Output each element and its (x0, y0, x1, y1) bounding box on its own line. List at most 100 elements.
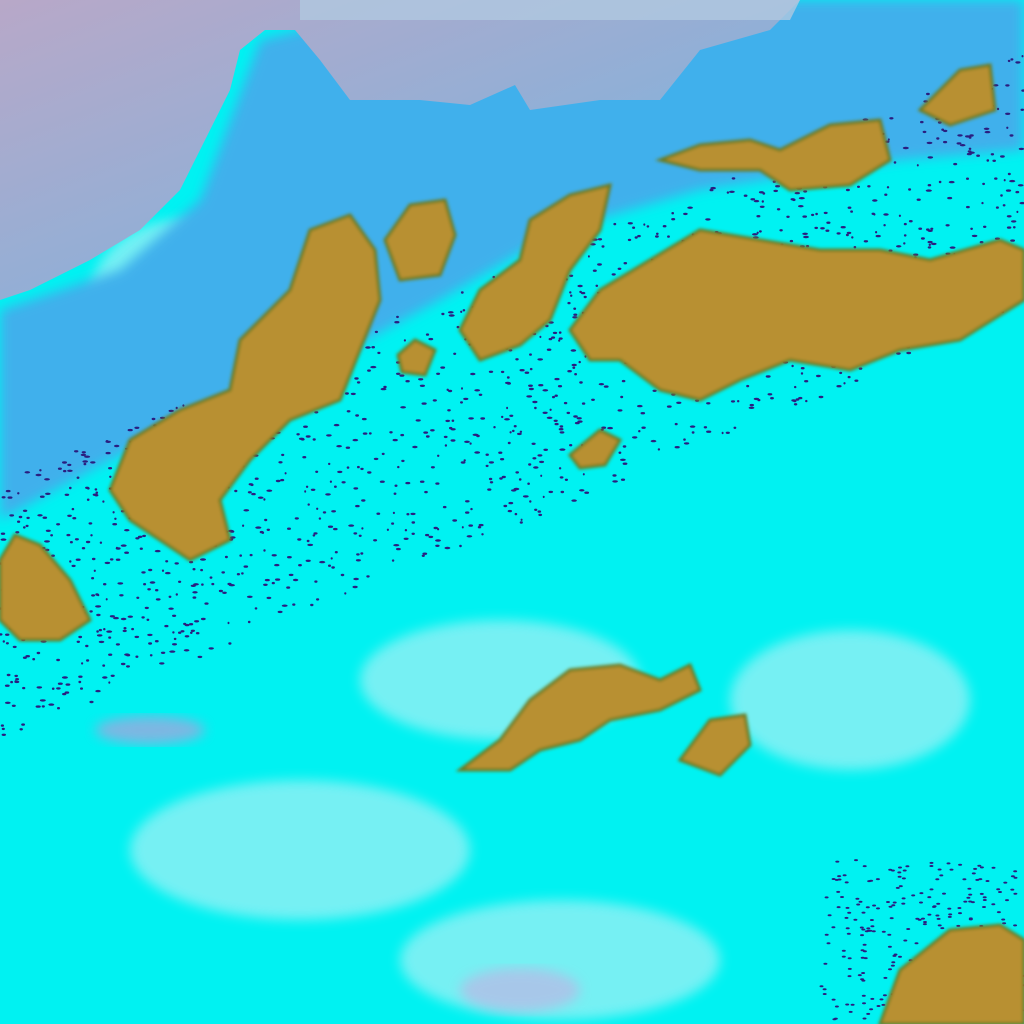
speckle (62, 461, 67, 464)
speckle (380, 387, 387, 391)
speckle (922, 130, 927, 134)
speckle (89, 700, 94, 704)
speckle (1000, 155, 1005, 158)
speckle (6, 673, 11, 677)
speckle (823, 211, 828, 215)
speckle (32, 658, 36, 661)
speckle (161, 569, 165, 572)
speckle (404, 529, 408, 532)
speckle (501, 415, 504, 419)
speckle (1005, 899, 1009, 902)
speckle (367, 471, 372, 474)
speckle (971, 234, 978, 238)
speckle (355, 414, 359, 417)
speckle (963, 900, 968, 903)
speckle (18, 515, 23, 519)
speckle (190, 584, 196, 587)
speckle (102, 500, 105, 503)
speckle (859, 926, 864, 929)
speckle (793, 403, 798, 406)
speckle (620, 395, 624, 399)
speckle (249, 553, 253, 557)
speckle (574, 373, 577, 376)
speckle (428, 535, 434, 539)
speckle (860, 934, 864, 937)
speckle (22, 509, 28, 512)
speckle (61, 676, 68, 679)
speckle (373, 457, 379, 461)
speckle (450, 428, 456, 431)
speckle (1, 496, 6, 499)
speckle (452, 519, 458, 522)
speckle (968, 900, 973, 903)
land-southwest (0, 533, 92, 642)
speckle (840, 896, 844, 898)
speckle (558, 331, 562, 334)
speckle (447, 311, 454, 314)
speckle (465, 500, 470, 503)
speckle (721, 431, 724, 435)
speckle (992, 159, 996, 162)
speckle (344, 592, 347, 595)
speckle (891, 904, 896, 907)
speckle (441, 312, 445, 316)
speckle (322, 511, 327, 514)
speckle (148, 568, 153, 572)
speckle (691, 431, 695, 434)
speckle (507, 441, 511, 445)
speckle (164, 624, 169, 628)
speckle (538, 513, 543, 517)
speckle (352, 585, 358, 589)
speckle (315, 470, 319, 473)
speckle (489, 481, 494, 484)
speckle (469, 442, 472, 445)
speckle (854, 379, 859, 382)
speckle (56, 658, 60, 662)
speckle (917, 918, 922, 921)
speckle (90, 534, 93, 537)
speckle (247, 491, 252, 494)
speckle (979, 241, 984, 244)
speckle (135, 537, 140, 540)
speckle (21, 723, 25, 726)
speckle (392, 438, 398, 442)
speckle (731, 177, 736, 180)
speckle (485, 453, 489, 456)
speckle (26, 516, 30, 520)
speckle (78, 680, 82, 684)
speckle (123, 627, 127, 630)
speckle (443, 435, 448, 439)
speckle (570, 294, 573, 297)
speckle (345, 446, 351, 449)
speckle (246, 595, 253, 598)
speckle (798, 396, 803, 400)
speckle (862, 1017, 867, 1020)
speckle (527, 482, 530, 485)
speckle (134, 635, 140, 639)
speckle (831, 878, 836, 880)
speckle (581, 402, 586, 405)
speckle (51, 687, 55, 690)
speckle (757, 398, 761, 402)
speckle (174, 562, 179, 565)
land-masses (0, 63, 1024, 1024)
speckle (430, 429, 435, 432)
speckle (638, 430, 641, 433)
speckle (271, 581, 275, 585)
speckle (403, 339, 406, 342)
speckle (57, 682, 63, 685)
speckle (0, 724, 4, 727)
speckle (558, 339, 561, 342)
speckle (545, 324, 549, 328)
speckle (875, 878, 880, 881)
speckle (149, 654, 153, 657)
speckle (898, 866, 902, 869)
speckle (770, 397, 774, 400)
speckle (515, 358, 519, 361)
speckle (175, 406, 178, 410)
speckle (98, 640, 105, 644)
speckle (89, 610, 93, 613)
speckle (570, 349, 577, 352)
speckle (169, 650, 176, 653)
speckle (517, 432, 522, 436)
